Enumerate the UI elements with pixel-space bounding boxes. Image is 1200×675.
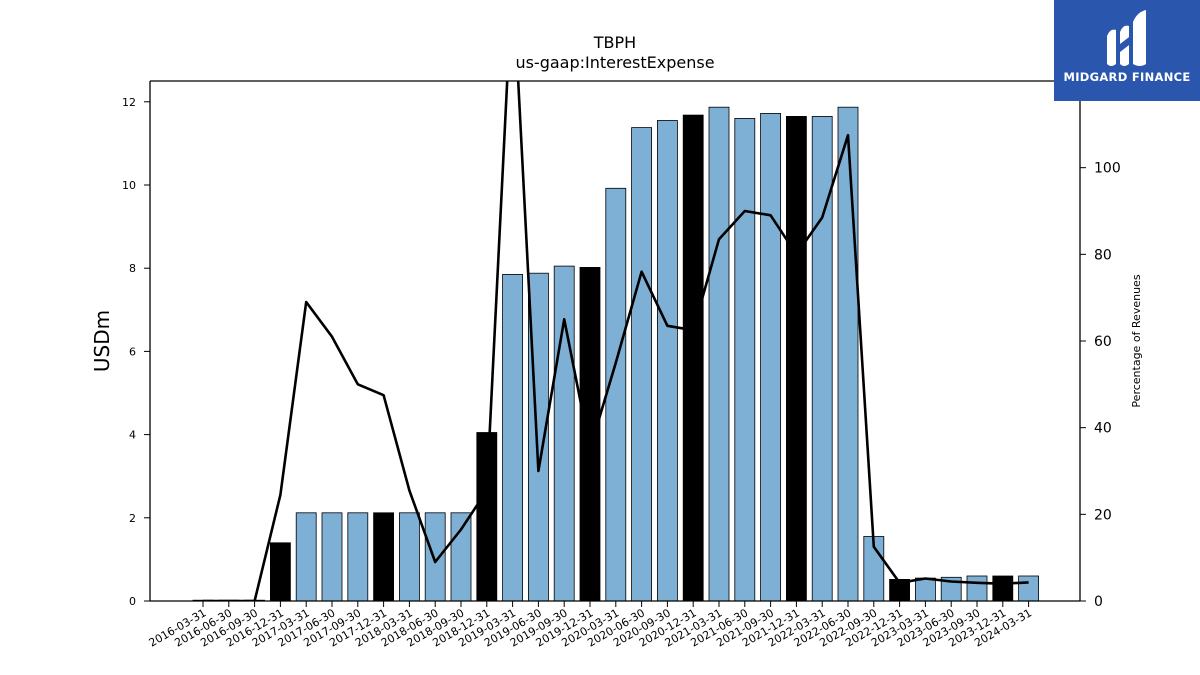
bar [992,575,1014,602]
bar [450,512,472,602]
logo-text: MIDGARD FINANCE [1063,70,1191,84]
bar [786,116,807,602]
y2-tick-label: 20 [1094,507,1112,523]
bar [269,542,291,602]
chart-subtitle: us-gaap:InterestExpense [515,53,714,72]
bar [734,118,756,602]
y-tick-label: 0 [129,595,136,608]
y2-axis-label: Percentage of Revenues [1130,274,1143,407]
y-tick-label: 2 [129,512,136,525]
bar [476,432,498,602]
chart-title: TBPH [593,33,636,52]
y2-tick-label: 100 [1094,161,1121,177]
bar [347,512,369,602]
bar [398,512,420,602]
y2-tick-label: 60 [1094,334,1112,350]
bar [295,512,317,602]
line-layer [203,81,1029,601]
y2-tick-label: 0 [1094,594,1103,610]
y-tick-label: 12 [122,96,136,109]
bars-layer [192,106,1039,602]
bar [631,127,652,602]
bar [760,113,781,602]
bar [1018,575,1039,602]
y-tick-label: 6 [129,345,136,358]
bar [553,265,575,602]
bar [321,512,343,602]
y-tick-label: 4 [129,429,136,442]
y-tick-label: 10 [122,179,136,192]
y2-tick-label: 80 [1094,247,1112,263]
y2-tick-label: 40 [1094,421,1112,437]
bar [424,512,446,602]
bar [915,577,936,602]
bar [708,106,730,602]
bar [682,114,704,602]
logo-mark-icon [1107,10,1146,67]
y-tick-label: 8 [129,262,136,275]
ratio-line [203,81,1029,601]
bar [502,273,524,602]
bar [605,187,627,602]
bar [966,575,988,602]
bar [657,120,678,602]
bar [837,106,859,602]
bar [579,266,601,602]
logo: MIDGARD FINANCE [1054,0,1200,101]
bar [811,116,833,602]
y-axis-label: USDm [90,310,114,372]
bar [373,512,395,602]
